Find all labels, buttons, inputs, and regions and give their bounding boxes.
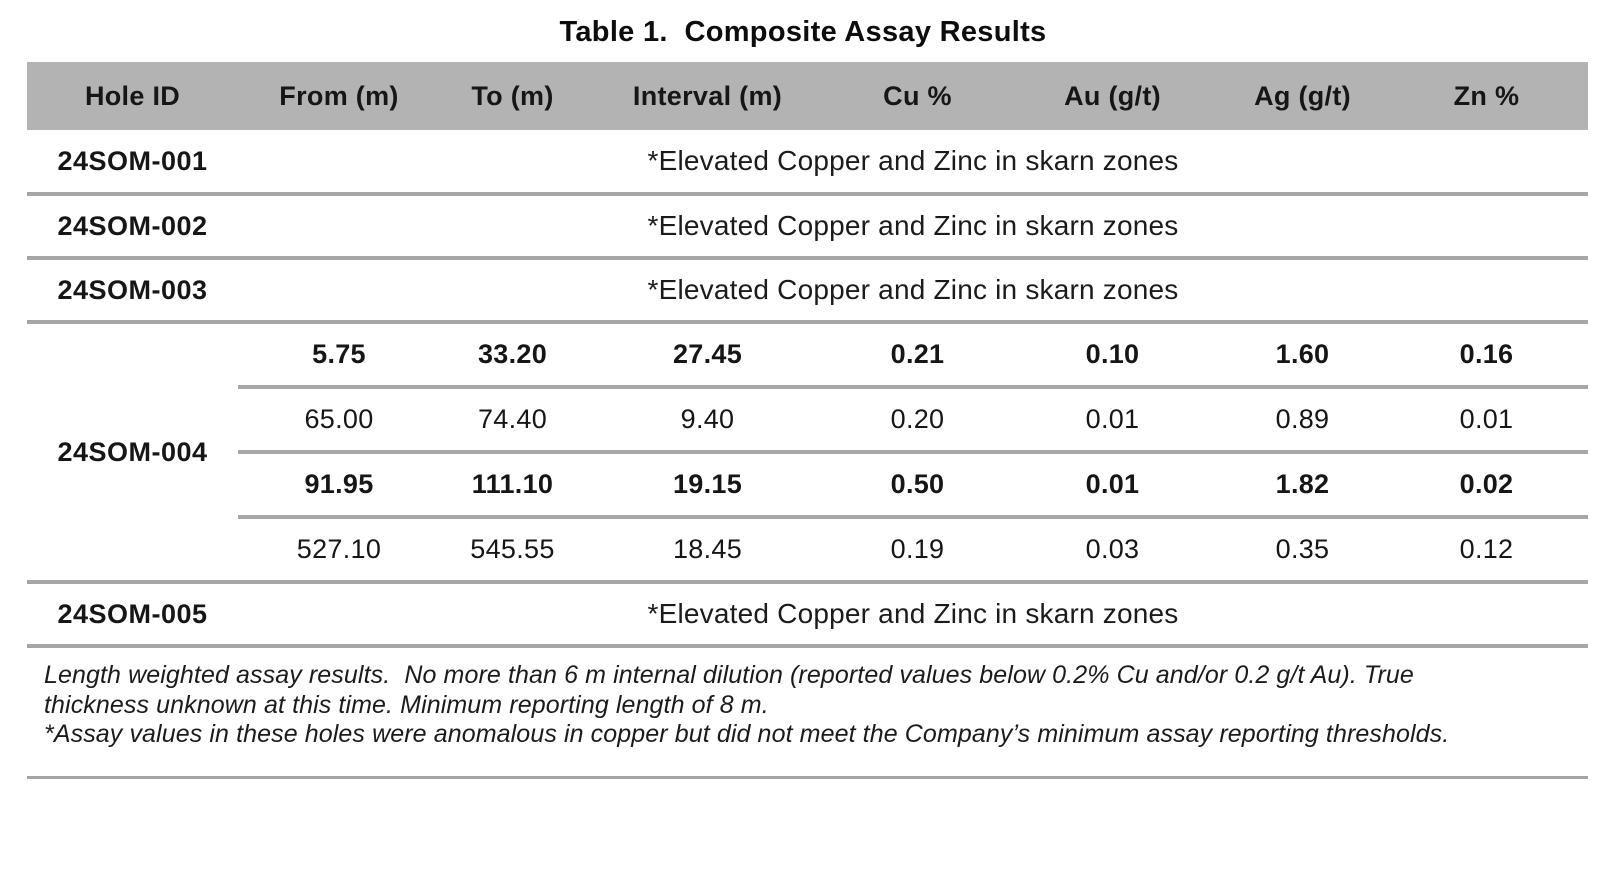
note-cell: *Elevated Copper and Zinc in skarn zones [238,582,1588,648]
assay-value-cell: 1.82 [1220,452,1385,519]
assay-value-cell: 527.10 [238,517,440,584]
note-cell: *Elevated Copper and Zinc in skarn zones [238,258,1588,324]
assay-value-cell: 0.16 [1385,322,1588,389]
footnote-cell: Length weighted assay results. No more t… [27,646,1588,779]
assay-value-cell: 91.95 [238,452,440,519]
assay-value-cell: 0.35 [1220,517,1385,584]
note-cell: *Elevated Copper and Zinc in skarn zones [238,130,1588,196]
header-row: Hole ID From (m) To (m) Interval (m) Cu … [27,62,1588,130]
assay-value-cell: 9.40 [585,387,830,454]
hole-id-cell: 24SOM-001 [27,130,238,196]
assay-value-cell: 0.10 [1005,322,1220,389]
assay-value-cell: 74.40 [440,387,585,454]
assay-value-cell: 65.00 [238,387,440,454]
note-cell: *Elevated Copper and Zinc in skarn zones [238,194,1588,260]
table-row: 65.00 74.40 9.40 0.20 0.01 0.89 0.01 [27,387,1588,454]
hole-id-cell: 24SOM-002 [27,194,238,260]
footnote-row: Length weighted assay results. No more t… [27,646,1588,779]
table-row: 24SOM-004 5.75 33.20 27.45 0.21 0.10 1.6… [27,322,1588,584]
column-header-au: Au (g/t) [1005,62,1220,130]
table-title: Table 1. Composite Assay Results [559,16,1047,48]
column-header-cu: Cu % [830,62,1005,130]
column-header-interval: Interval (m) [585,62,830,130]
assay-value-cell: 0.03 [1005,517,1220,584]
column-header-from: From (m) [238,62,440,130]
assay-value-cell: 18.45 [585,517,830,584]
assay-value-cell: 0.20 [830,387,1005,454]
assay-value-cell: 27.45 [585,322,830,389]
assay-value-cell: 0.12 [1385,517,1588,584]
table-row: 24SOM-001 *Elevated Copper and Zinc in s… [27,130,1588,196]
assay-value-cell: 1.60 [1220,322,1385,389]
assay-value-cell: 545.55 [440,517,585,584]
table-row: 24SOM-005 *Elevated Copper and Zinc in s… [27,582,1588,648]
hole-id-cell: 24SOM-005 [27,582,238,648]
table-row: 24SOM-002 *Elevated Copper and Zinc in s… [27,194,1588,260]
footnote-asterisk: *Assay values in these holes were anomal… [44,720,1450,748]
composite-assay-table: Hole ID From (m) To (m) Interval (m) Cu … [27,62,1588,779]
column-header-hole-id: Hole ID [27,62,238,130]
column-header-to: To (m) [440,62,585,130]
table-row: 24SOM-003 *Elevated Copper and Zinc in s… [27,258,1588,324]
hole-id-cell: 24SOM-004 [27,322,238,584]
assay-value-cell: 0.21 [830,322,1005,389]
assay-value-cell: 5.75 [238,322,440,389]
column-header-zn: Zn % [1385,62,1588,130]
assay-value-cell: 0.01 [1385,387,1588,454]
assay-value-cell: 0.01 [1005,452,1220,519]
assay-value-cell: 0.89 [1220,387,1385,454]
hole-id-cell: 24SOM-003 [27,258,238,324]
assay-value-cell: 0.02 [1385,452,1588,519]
assay-value-cell: 0.01 [1005,387,1220,454]
assay-value-cell: 19.15 [585,452,830,519]
assay-value-cell: 0.50 [830,452,1005,519]
assay-value-cell: 111.10 [440,452,585,519]
table-row: 527.10 545.55 18.45 0.19 0.03 0.35 0.12 [27,517,1588,584]
assay-value-cell: 33.20 [440,322,585,389]
table-row: 91.95 111.10 19.15 0.50 0.01 1.82 0.02 [27,452,1588,519]
assay-value-cell: 0.19 [830,517,1005,584]
footnote-general: Length weighted assay results. No more t… [44,661,1421,719]
column-header-ag: Ag (g/t) [1220,62,1385,130]
